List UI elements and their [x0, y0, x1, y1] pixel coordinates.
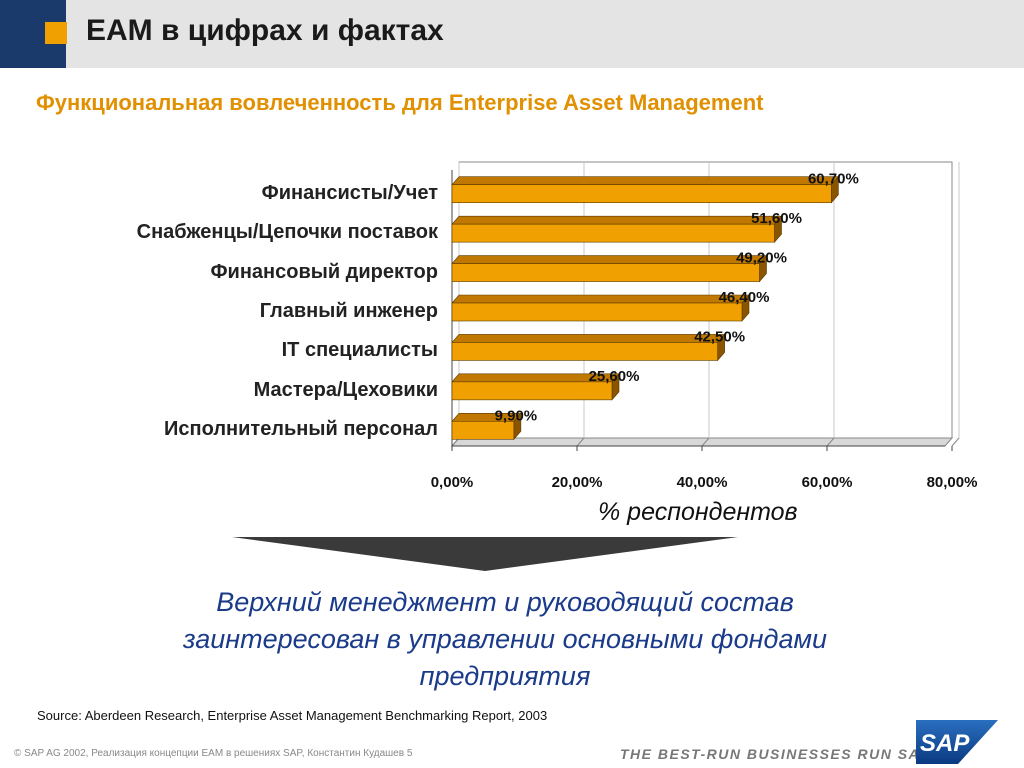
bar: [451, 184, 832, 204]
bar: [451, 342, 718, 361]
category-label: Снабженцы/Цепочки поставок: [136, 221, 438, 244]
bar: [451, 223, 775, 243]
conclusion-line-3: предприятия: [419, 661, 591, 691]
x-tick-label: 40,00%: [677, 474, 728, 491]
x-axis-label: % респондентов: [598, 498, 798, 526]
bar: [451, 420, 515, 440]
category-label: Мастера/Цеховики: [253, 378, 438, 401]
bar-top: [451, 294, 750, 304]
data-label: 51,60%: [751, 210, 802, 227]
data-label: 60,70%: [808, 171, 859, 188]
bar-top: [451, 176, 840, 186]
category-label: Главный инженер: [259, 300, 438, 322]
chart-subtitle: Функциональная вовлеченность для Enterpr…: [36, 90, 764, 115]
x-tick-label: 20,00%: [552, 474, 603, 491]
footer-copyright: © SAP AG 2002, Реализация концепции EAM …: [14, 748, 413, 759]
conclusion-text: Верхний менеджмент и руководящий состав …: [112, 584, 898, 695]
bar-top: [451, 255, 768, 264]
header-band: [0, 0, 1024, 68]
x-tick-label: 80,00%: [927, 474, 978, 491]
bar: [451, 302, 743, 322]
slide-title: EAM в цифрах и фактах: [86, 14, 444, 47]
category-label: Исполнительный персонал: [164, 418, 438, 441]
conclusion-line-2: заинтересован в управлении основными фон…: [182, 624, 828, 654]
category-label: Финансовый директор: [210, 260, 438, 283]
grid-floor-line: [826, 437, 835, 447]
category-label: IT специалисты: [281, 339, 438, 362]
bar: [451, 381, 613, 401]
data-label: 25,60%: [589, 368, 640, 385]
footer-tagline: THE BEST-RUN BUSINESSES RUN SAP: [620, 746, 931, 762]
data-label: 46,40%: [719, 289, 770, 306]
data-label: 42,50%: [694, 328, 745, 345]
x-tick-label: 0,00%: [431, 474, 474, 491]
category-label: Финансисты/Учет: [261, 181, 438, 204]
bar: [451, 263, 760, 282]
source-note: Source: Aberdeen Research, Enterprise As…: [37, 708, 548, 723]
grid-floor-line: [951, 437, 960, 447]
sap-logo-text: SAP: [920, 730, 970, 757]
data-label: 49,20%: [736, 250, 787, 267]
grid-floor-line: [576, 437, 585, 447]
plot-floor: [450, 437, 954, 447]
square-bullet-icon: [45, 22, 67, 44]
down-arrow-icon: [232, 537, 738, 571]
bar-top: [451, 334, 726, 343]
grid-floor-line: [701, 437, 710, 447]
data-label: 9,90%: [495, 407, 538, 424]
conclusion-line-1: Верхний менеджмент и руководящий состав: [216, 587, 794, 617]
sap-logo-icon: SAP: [916, 720, 998, 764]
bar-top: [451, 215, 783, 225]
x-tick-label: 60,00%: [802, 474, 853, 491]
